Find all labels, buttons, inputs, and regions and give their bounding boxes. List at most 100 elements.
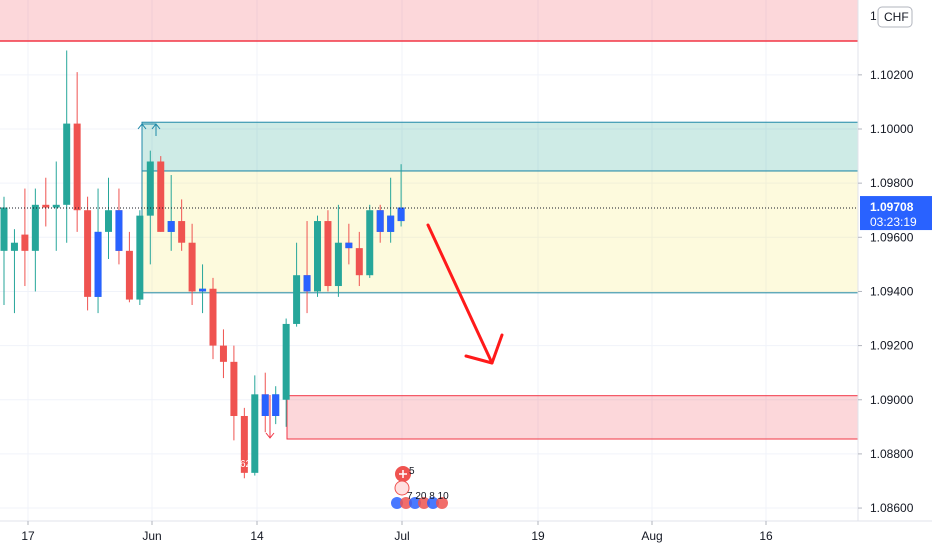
candle <box>209 277 217 360</box>
x-tick-label: 14 <box>250 529 264 543</box>
candle-body <box>219 345 227 362</box>
candle <box>282 318 290 427</box>
event-values-label: 7 20 8 10 <box>407 491 449 502</box>
candle-body-highlight <box>115 210 123 251</box>
y-tick-label: 1.08600 <box>870 501 914 515</box>
y-tick-label: 1.08800 <box>870 447 914 461</box>
candle-body <box>105 210 112 232</box>
y-tick-label-partial: 1. <box>870 9 880 23</box>
candle-body <box>178 221 186 243</box>
candle-body <box>63 123 71 205</box>
candle-body <box>21 234 29 251</box>
candle <box>230 345 238 441</box>
low-label: 62 <box>240 459 252 470</box>
candle-body <box>84 210 92 297</box>
support-zone <box>286 395 859 440</box>
candle <box>366 204 374 278</box>
zones <box>0 0 859 440</box>
candle <box>219 329 227 379</box>
candle-body <box>209 288 217 346</box>
candle-body-highlight <box>167 221 175 232</box>
candle <box>73 72 81 232</box>
y-tick-label: 1.09600 <box>870 230 914 244</box>
candle <box>240 407 248 479</box>
candle-body <box>52 204 60 208</box>
countdown-label: 03:23:19 <box>870 215 917 229</box>
candle-body-highlight <box>261 394 269 416</box>
candle <box>146 150 154 265</box>
current-price-label: 1.09708 <box>870 200 914 214</box>
currency-badge[interactable] <box>877 6 913 28</box>
candle-body <box>0 207 8 251</box>
range-zone <box>141 170 859 294</box>
candle <box>125 231 133 303</box>
event-dot-icon <box>391 497 403 509</box>
candle <box>355 231 363 287</box>
candle <box>42 177 50 227</box>
x-tick-label: 16 <box>759 529 773 543</box>
event-dot-icon <box>427 497 439 509</box>
event-dot-icon <box>400 497 412 509</box>
candle-body-highlight <box>397 207 405 222</box>
y-tick-label: 1.09200 <box>870 339 914 353</box>
event-cluster-icon <box>394 480 410 496</box>
candle-body <box>31 204 39 251</box>
resistance-zone <box>0 0 858 42</box>
candle-body <box>366 210 374 276</box>
y-tick-label: 1.09000 <box>870 393 914 407</box>
candle <box>178 199 186 251</box>
candle <box>324 210 332 292</box>
candle-body <box>293 275 301 324</box>
y-tick-label: 1.10200 <box>870 68 914 82</box>
candle-body-highlight <box>272 394 280 416</box>
support-marker-icon <box>265 395 275 439</box>
candle <box>63 50 71 243</box>
candle-body <box>157 161 165 232</box>
candle <box>293 242 301 327</box>
candle <box>105 177 112 259</box>
y-tick-label: 1.09800 <box>870 176 914 190</box>
candle-body <box>314 221 321 292</box>
candle <box>21 188 29 287</box>
target-zone <box>141 121 859 172</box>
x-tick-label: 17 <box>21 529 35 543</box>
candle <box>136 210 144 305</box>
range-marker-icon <box>137 123 161 136</box>
event-dot-icon <box>436 497 448 509</box>
arrow-head-icon <box>464 333 504 365</box>
candle-body <box>188 242 196 292</box>
candle-body <box>136 215 144 300</box>
candle-body <box>355 248 363 276</box>
x-tick-label: Aug <box>641 529 662 543</box>
event-dot-icon <box>409 497 421 509</box>
candle <box>52 161 60 251</box>
candle-body <box>230 361 238 416</box>
candle-body-highlight <box>199 288 207 292</box>
candle <box>314 215 321 297</box>
x-tick-label: 19 <box>531 529 545 543</box>
candle-body <box>125 250 133 300</box>
candle-body <box>146 161 154 216</box>
y-tick-label: 1.10000 <box>870 122 914 136</box>
candle <box>251 375 259 476</box>
event-plus-icon <box>399 470 407 478</box>
candle <box>31 188 39 292</box>
candle-body-highlight <box>387 215 395 232</box>
candle-body <box>73 123 81 211</box>
currency-label: CHF <box>884 10 909 24</box>
event-dot-icon <box>418 497 430 509</box>
candle-body-highlight <box>303 275 311 292</box>
candle-body-highlight <box>345 242 353 249</box>
candle-body-highlight <box>94 231 102 297</box>
x-tick-label: Jul <box>394 529 409 543</box>
candle <box>334 204 342 297</box>
overlays: 5 7 20 8 10 62 <box>0 207 858 509</box>
candle-body-highlight <box>376 210 384 232</box>
current-price-tag <box>860 196 932 231</box>
event-count-label: 5 <box>409 466 415 477</box>
candle <box>0 196 8 305</box>
candle <box>84 196 92 311</box>
candle-body <box>240 415 248 473</box>
